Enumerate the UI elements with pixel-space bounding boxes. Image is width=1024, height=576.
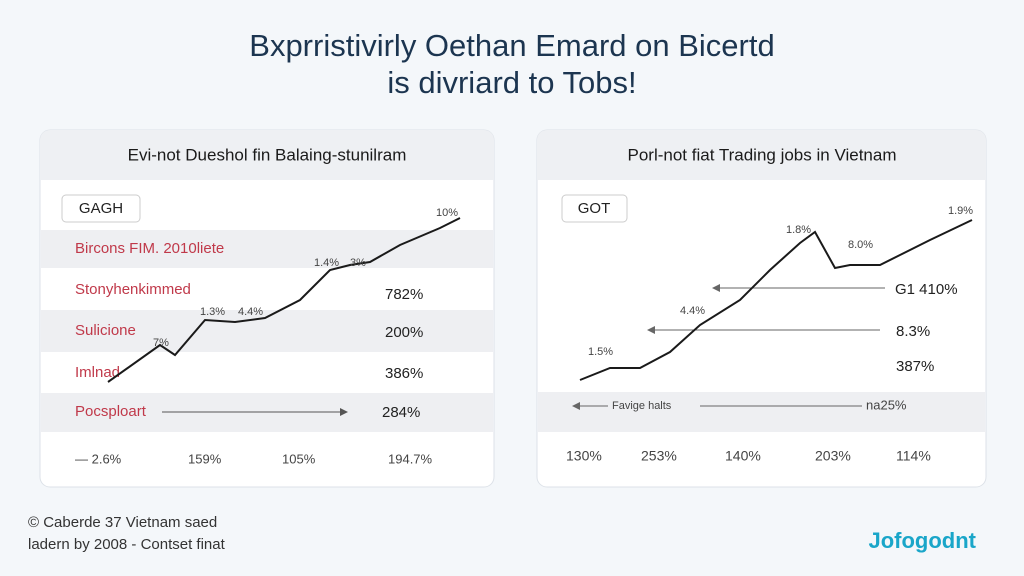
line-label: 1.8% [786, 224, 811, 236]
line-label: 4.4% [238, 306, 263, 318]
arrow-head [572, 402, 580, 410]
line-label: 1.4% [314, 257, 339, 269]
footer-value: 253% [641, 448, 677, 464]
arrow-head [712, 284, 720, 292]
row-label: Bircons FIM. 2010liete [75, 240, 224, 257]
footer-line: © Caberde 37 Vietnam saed [28, 514, 217, 531]
footer-value: 130% [566, 448, 602, 464]
footer-value: 105% [282, 451, 316, 466]
tag [561, 194, 628, 223]
line-label: 1.3% [200, 306, 225, 318]
logo: Jofogodnt [868, 528, 976, 553]
row-label: Imlnad [75, 364, 120, 381]
footer-value: 194.7% [388, 451, 433, 466]
line-label: 7% [153, 337, 169, 349]
line-label: 1.9% [948, 205, 973, 217]
panel-title: Evi-not Dueshol fin Balaing-stunilram [128, 145, 407, 164]
footer-line: ladern by 2008 - Contset finat [28, 536, 226, 553]
row-label: Pocsploart [75, 403, 147, 420]
value: 387% [896, 358, 934, 375]
footer-value: 159% [188, 451, 222, 466]
row-value: 284% [382, 404, 420, 421]
arrow-head [340, 408, 348, 416]
row-label: Stonyhenkimmed [75, 281, 191, 298]
panel [536, 129, 987, 488]
row-band [41, 230, 493, 268]
line-label: 4.4% [680, 305, 705, 317]
right-panel: Porl-not fiat Trading jobs in Vietnam GO… [536, 129, 987, 488]
value: 8.3% [896, 323, 930, 340]
row-label: Sulicione [75, 322, 136, 339]
trend-line [107, 217, 461, 383]
arrow-head [647, 326, 655, 334]
tag-text: GOT [578, 200, 611, 217]
row-band [538, 392, 985, 432]
title: is divriard to Tobs! [387, 65, 636, 100]
band-value: na25% [866, 397, 907, 412]
line-label: 8.0% [848, 239, 873, 251]
footer-value: 203% [815, 448, 851, 464]
line-label: 1.5% [588, 346, 613, 358]
line-label: 3% [350, 257, 366, 269]
band-label: Favige halts [612, 400, 672, 412]
footer-value: 114% [896, 448, 931, 464]
trend-line [579, 219, 973, 381]
panel-header [40, 130, 494, 180]
row-value: 386% [385, 365, 423, 382]
footer-value: — 2.6% [75, 451, 122, 466]
row-value: 782% [385, 286, 423, 303]
panel-header [537, 130, 986, 180]
tag-text: GAGH [79, 200, 123, 217]
panel [39, 129, 495, 488]
left-panel: Evi-not Dueshol fin Balaing-stunilram GA… [39, 129, 495, 488]
title: Bxprristivirly Oethan Emard on Bicertd [249, 28, 774, 63]
value: G1 410% [895, 281, 958, 298]
panel-title: Porl-not fiat Trading jobs in Vietnam [628, 145, 897, 164]
row-value: 200% [385, 324, 423, 341]
footer-value: 140% [725, 448, 761, 464]
tag [61, 194, 141, 223]
line-label: 10% [436, 207, 458, 219]
